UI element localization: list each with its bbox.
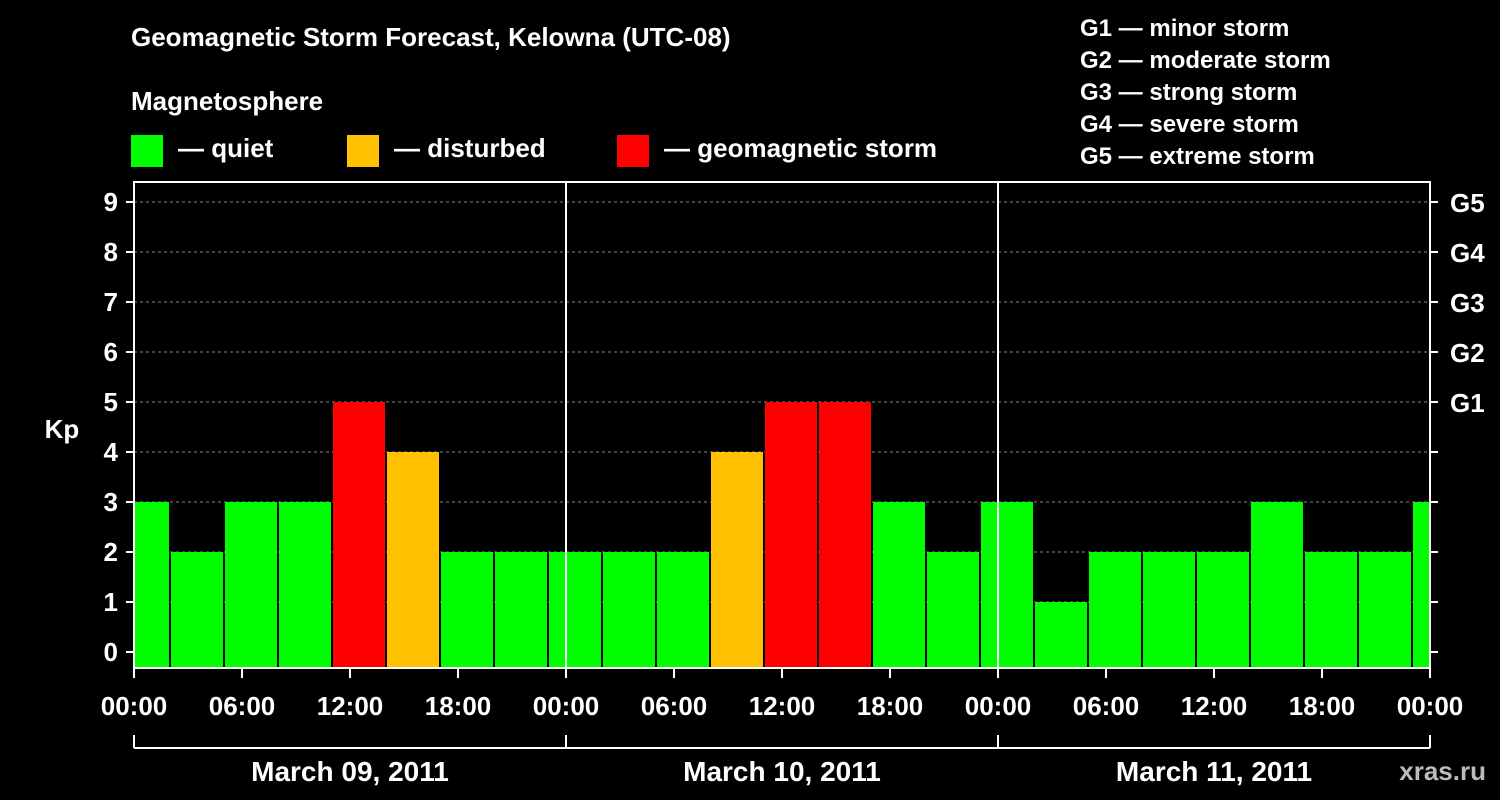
legend-label-disturbed: — disturbed bbox=[394, 133, 546, 163]
kp-bar-17 bbox=[1035, 602, 1087, 668]
legend-label-storm: — geomagnetic storm bbox=[664, 133, 938, 163]
x-tick-label-3: 18:00 bbox=[425, 691, 492, 721]
bars-group bbox=[134, 402, 1430, 668]
kp-bar-15 bbox=[927, 552, 979, 668]
kp-bar-9 bbox=[603, 552, 655, 668]
x-tick-label-9: 06:00 bbox=[1073, 691, 1140, 721]
g-level-label-g2: G2 bbox=[1450, 338, 1485, 368]
y-tick-label-3: 3 bbox=[104, 487, 118, 517]
kp-bar-0 bbox=[134, 502, 169, 668]
day-label-1: March 10, 2011 bbox=[683, 756, 881, 787]
kp-bar-22 bbox=[1305, 552, 1357, 668]
kp-bar-21 bbox=[1251, 502, 1303, 668]
x-tick-label-1: 06:00 bbox=[209, 691, 276, 721]
kp-bar-3 bbox=[279, 502, 331, 668]
x-tick-label-10: 12:00 bbox=[1181, 691, 1248, 721]
storm-level-g5: G5 — extreme storm bbox=[1080, 143, 1315, 170]
kp-bar-18 bbox=[1089, 552, 1141, 668]
y-tick-label-4: 4 bbox=[104, 437, 119, 467]
kp-bar-10 bbox=[657, 552, 709, 668]
storm-level-g3: G3 — strong storm bbox=[1080, 79, 1298, 106]
kp-bar-4 bbox=[333, 402, 385, 668]
y-axis-label: Kp bbox=[45, 414, 80, 444]
x-tick-label-5: 06:00 bbox=[641, 691, 708, 721]
kp-bar-19 bbox=[1143, 552, 1195, 668]
storm-level-g1: G1 — minor storm bbox=[1080, 15, 1290, 42]
y-tick-label-9: 9 bbox=[104, 187, 118, 217]
x-tick-label-8: 00:00 bbox=[965, 691, 1032, 721]
kp-bar-7 bbox=[495, 552, 547, 668]
kp-bar-11 bbox=[711, 452, 763, 668]
chart-title: Geomagnetic Storm Forecast, Kelowna (UTC… bbox=[131, 22, 731, 52]
legend-swatch-storm bbox=[617, 135, 649, 167]
y-tick-label-0: 0 bbox=[104, 637, 118, 667]
kp-bar-2 bbox=[225, 502, 277, 668]
x-tick-label-2: 12:00 bbox=[317, 691, 384, 721]
y-tick-label-1: 1 bbox=[104, 587, 118, 617]
y-tick-label-7: 7 bbox=[104, 287, 118, 317]
kp-bar-20 bbox=[1197, 552, 1249, 668]
g-level-label-g3: G3 bbox=[1450, 288, 1485, 318]
g-level-label-g1: G1 bbox=[1450, 388, 1485, 418]
x-tick-label-6: 12:00 bbox=[749, 691, 816, 721]
legend-swatch-disturbed bbox=[347, 135, 379, 167]
kp-bar-8 bbox=[549, 552, 601, 668]
legend-heading: Magnetosphere bbox=[131, 86, 324, 116]
g-level-label-g4: G4 bbox=[1450, 238, 1485, 268]
kp-bar-6 bbox=[441, 552, 493, 668]
y-tick-label-2: 2 bbox=[104, 537, 118, 567]
y-tick-label-8: 8 bbox=[104, 237, 118, 267]
kp-bar-16 bbox=[981, 502, 1033, 668]
kp-bar-13 bbox=[819, 402, 871, 668]
legend-swatch-quiet bbox=[131, 135, 163, 167]
storm-level-g2: G2 — moderate storm bbox=[1080, 47, 1331, 74]
x-tick-label-0: 00:00 bbox=[101, 691, 168, 721]
kp-bar-23 bbox=[1359, 552, 1411, 668]
day-label-0: March 09, 2011 bbox=[251, 756, 449, 787]
legend-label-quiet: — quiet bbox=[178, 133, 274, 163]
kp-bar-14 bbox=[873, 502, 925, 668]
day-label-2: March 11, 2011 bbox=[1116, 756, 1312, 787]
kp-bar-12 bbox=[765, 402, 817, 668]
x-tick-label-4: 00:00 bbox=[533, 691, 600, 721]
kp-bar-1 bbox=[171, 552, 223, 668]
x-tick-label-7: 18:00 bbox=[857, 691, 924, 721]
y-tick-label-5: 5 bbox=[104, 387, 118, 417]
kp-bar-5 bbox=[387, 452, 439, 668]
y-tick-label-6: 6 bbox=[104, 337, 118, 367]
watermark: xras.ru bbox=[1399, 756, 1486, 786]
storm-level-g4: G4 — severe storm bbox=[1080, 111, 1299, 138]
x-tick-label-11: 18:00 bbox=[1289, 691, 1356, 721]
x-tick-label-12: 00:00 bbox=[1397, 691, 1464, 721]
kp-bar-24 bbox=[1413, 502, 1430, 668]
g-level-label-g5: G5 bbox=[1450, 188, 1485, 218]
